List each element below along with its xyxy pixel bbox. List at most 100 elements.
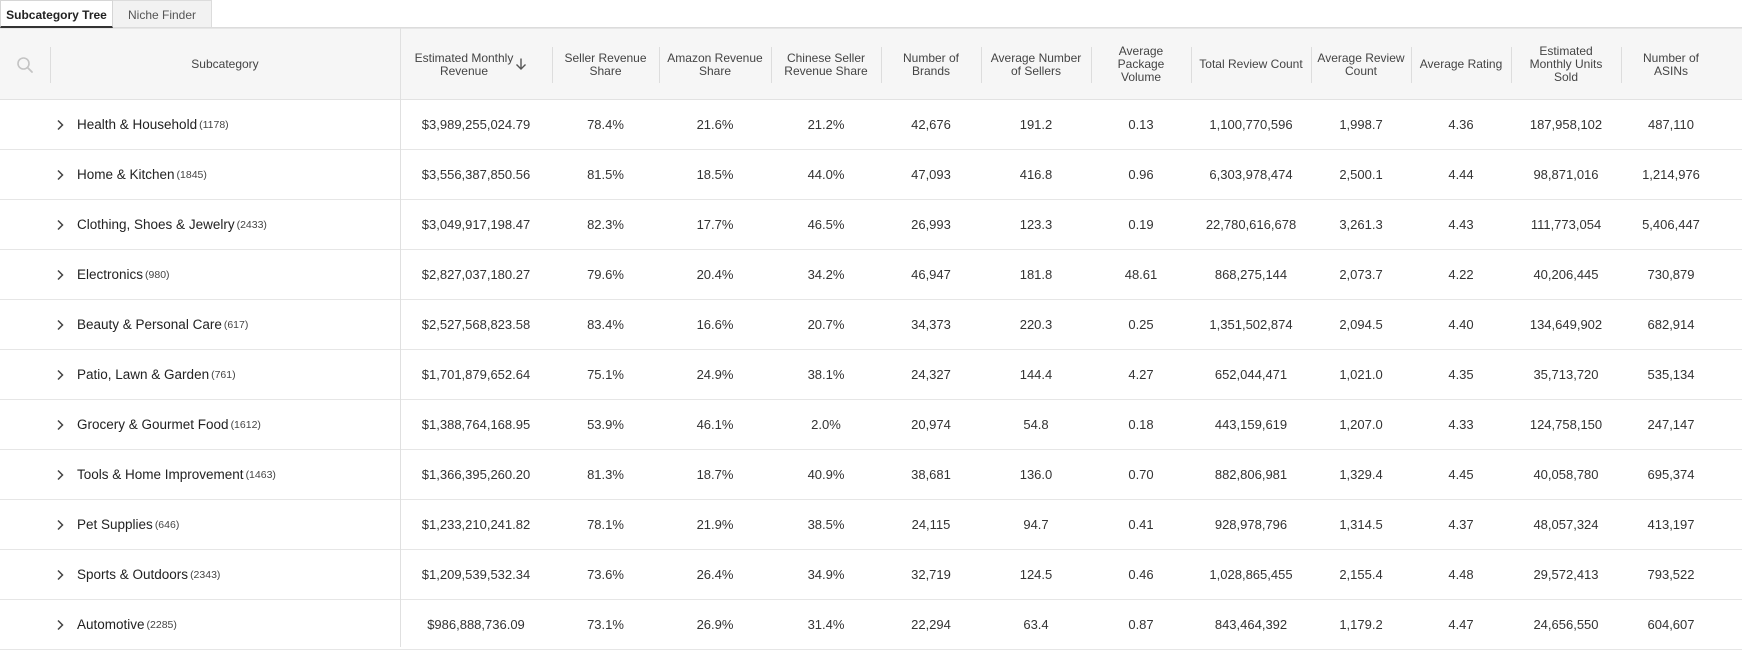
cell-units: 40,058,780	[1533, 467, 1599, 482]
column-header-asins[interactable]: Number of ASINs	[1642, 50, 1700, 78]
cell-units: 40,206,445	[1533, 267, 1599, 282]
column-header-avg-reviews[interactable]: Average Review Count	[1317, 50, 1405, 78]
header-divider	[771, 47, 772, 83]
cell-reviews: 1,351,502,874	[1209, 317, 1293, 332]
table-row[interactable]: Tools & Home Improvement (1463) $1,366,395…	[0, 450, 1742, 500]
subcategory-name[interactable]: Home & Kitchen	[77, 167, 175, 182]
chevron-right-icon[interactable]	[55, 319, 65, 331]
cell-amazon-share: 20.4%	[696, 267, 734, 282]
cell-brands: 32,719	[911, 567, 951, 582]
cell-units: 187,958,102	[1529, 117, 1603, 132]
chevron-right-icon[interactable]	[55, 219, 65, 231]
subcategory-name[interactable]: Clothing, Shoes & Jewelry	[77, 217, 235, 232]
chevron-right-icon[interactable]	[55, 519, 65, 531]
cell-asins: 5,406,447	[1642, 217, 1700, 232]
search-button[interactable]	[0, 29, 50, 100]
chevron-right-icon[interactable]	[55, 569, 65, 581]
cell-chinese-share: 46.5%	[807, 217, 845, 232]
table-row[interactable]: Home & Kitchen (1845) $3,556,387,850.56 81.…	[0, 150, 1742, 200]
cell-rating: 4.47	[1448, 617, 1474, 632]
column-header-brands[interactable]: Number of Brands	[902, 50, 960, 78]
cell-seller-share: 82.3%	[587, 217, 624, 232]
column-header-chinese-share[interactable]: Chinese Seller Revenue Share	[784, 50, 868, 78]
table-row[interactable]: Pet Supplies (646) $1,233,210,241.82 78.1% 2…	[0, 500, 1742, 550]
cell-brands: 38,681	[911, 467, 951, 482]
cell-revenue: $986,888,736.09	[427, 617, 525, 632]
table-row[interactable]: Automotive (2285) $986,888,736.09 73.1% 26.9…	[0, 600, 1742, 650]
subcategory-count: (2285)	[146, 618, 177, 631]
subcategory-name[interactable]: Beauty & Personal Care	[77, 317, 222, 332]
cell-seller-share: 81.5%	[587, 167, 624, 182]
cell-brands: 24,327	[911, 367, 951, 382]
tab-niche-finder[interactable]: Niche Finder	[113, 0, 212, 28]
cell-seller-share: 53.9%	[587, 417, 624, 432]
cell-reviews: 1,028,865,455	[1209, 567, 1293, 582]
cell-brands: 42,676	[911, 117, 951, 132]
column-header-sellers[interactable]: Average Number of Sellers	[990, 50, 1082, 78]
cell-avg-reviews: 3,261.3	[1339, 217, 1383, 232]
subcategory-cell: Beauty & Personal Care (617)	[55, 300, 248, 349]
table-row[interactable]: Clothing, Shoes & Jewelry (2433) $3,049,91…	[0, 200, 1742, 250]
header-divider	[981, 47, 982, 83]
subcategory-count: (2343)	[190, 568, 221, 581]
tab-subcategory-tree[interactable]: Subcategory Tree	[0, 0, 113, 28]
cell-brands: 34,373	[911, 317, 951, 332]
table-row[interactable]: Health & Household (1178) $3,989,255,024.7…	[0, 100, 1742, 150]
column-header-amazon-share[interactable]: Amazon Revenue Share	[667, 50, 763, 78]
cell-avg-reviews: 1,207.0	[1339, 417, 1383, 432]
chevron-right-icon[interactable]	[55, 469, 65, 481]
cell-brands: 46,947	[911, 267, 951, 282]
subcategory-count: (1845)	[176, 168, 207, 181]
subcategory-name[interactable]: Tools & Home Improvement	[77, 467, 244, 482]
cell-revenue: $1,701,879,652.64	[421, 367, 531, 382]
cell-asins: 413,197	[1647, 517, 1695, 532]
column-header-revenue[interactable]: Estimated Monthly Revenue	[414, 50, 514, 78]
chevron-right-icon[interactable]	[55, 419, 65, 431]
column-header-seller-share[interactable]: Seller Revenue Share	[564, 50, 647, 78]
cell-sellers: 124.5	[1019, 567, 1053, 582]
subcategory-name[interactable]: Sports & Outdoors	[77, 567, 189, 582]
cell-sellers: 54.8	[1023, 417, 1049, 432]
cell-sellers: 136.0	[1019, 467, 1053, 482]
column-header-subcategory[interactable]: Subcategory	[191, 57, 259, 71]
arrow-down-icon[interactable]	[514, 57, 528, 71]
table-row[interactable]: Grocery & Gourmet Food (1612) $1,388,764,1…	[0, 400, 1742, 450]
cell-volume: 0.87	[1128, 617, 1154, 632]
cell-asins: 682,914	[1647, 317, 1695, 332]
cell-volume: 0.19	[1128, 217, 1154, 232]
subcategory-name[interactable]: Electronics	[77, 267, 144, 282]
cell-reviews: 868,275,144	[1214, 267, 1288, 282]
subcategory-name[interactable]: Automotive	[77, 617, 145, 632]
cell-rating: 4.44	[1448, 167, 1474, 182]
cell-reviews: 882,806,981	[1214, 467, 1288, 482]
chevron-right-icon[interactable]	[55, 119, 65, 131]
table-row[interactable]: Electronics (980) $2,827,037,180.27 79.6% 20…	[0, 250, 1742, 300]
subcategory-name[interactable]: Pet Supplies	[77, 517, 153, 532]
chevron-right-icon[interactable]	[55, 169, 65, 181]
subcategory-cell: Patio, Lawn & Garden (761)	[55, 350, 236, 399]
subcategory-name[interactable]: Health & Household	[77, 117, 198, 132]
table-row[interactable]: Sports & Outdoors (2343) $1,209,539,532.34…	[0, 550, 1742, 600]
chevron-right-icon[interactable]	[55, 369, 65, 381]
cell-revenue: $1,209,539,532.34	[421, 567, 531, 582]
cell-rating: 4.45	[1448, 467, 1474, 482]
chevron-right-icon[interactable]	[55, 269, 65, 281]
subcategory-name[interactable]: Patio, Lawn & Garden	[77, 367, 210, 382]
cell-units: 29,572,413	[1533, 567, 1599, 582]
table-row[interactable]: Beauty & Personal Care (617) $2,527,568,82…	[0, 300, 1742, 350]
column-header-volume[interactable]: Average Package Volume	[1117, 44, 1165, 84]
cell-rating: 4.48	[1448, 567, 1474, 582]
cell-units: 134,649,902	[1529, 317, 1603, 332]
cell-sellers: 220.3	[1019, 317, 1053, 332]
header-divider	[552, 47, 553, 83]
cell-asins: 604,607	[1647, 617, 1695, 632]
column-header-units[interactable]: Estimated Monthly Units Sold	[1529, 44, 1603, 84]
subcategory-name[interactable]: Grocery & Gourmet Food	[77, 417, 229, 432]
cell-sellers: 416.8	[1019, 167, 1053, 182]
cell-asins: 793,522	[1647, 567, 1695, 582]
cell-chinese-share: 38.1%	[807, 367, 845, 382]
chevron-right-icon[interactable]	[55, 619, 65, 631]
column-header-rating[interactable]: Average Rating	[1419, 57, 1503, 71]
column-header-reviews[interactable]: Total Review Count	[1199, 57, 1303, 71]
table-row[interactable]: Patio, Lawn & Garden (761) $1,701,879,652.…	[0, 350, 1742, 400]
